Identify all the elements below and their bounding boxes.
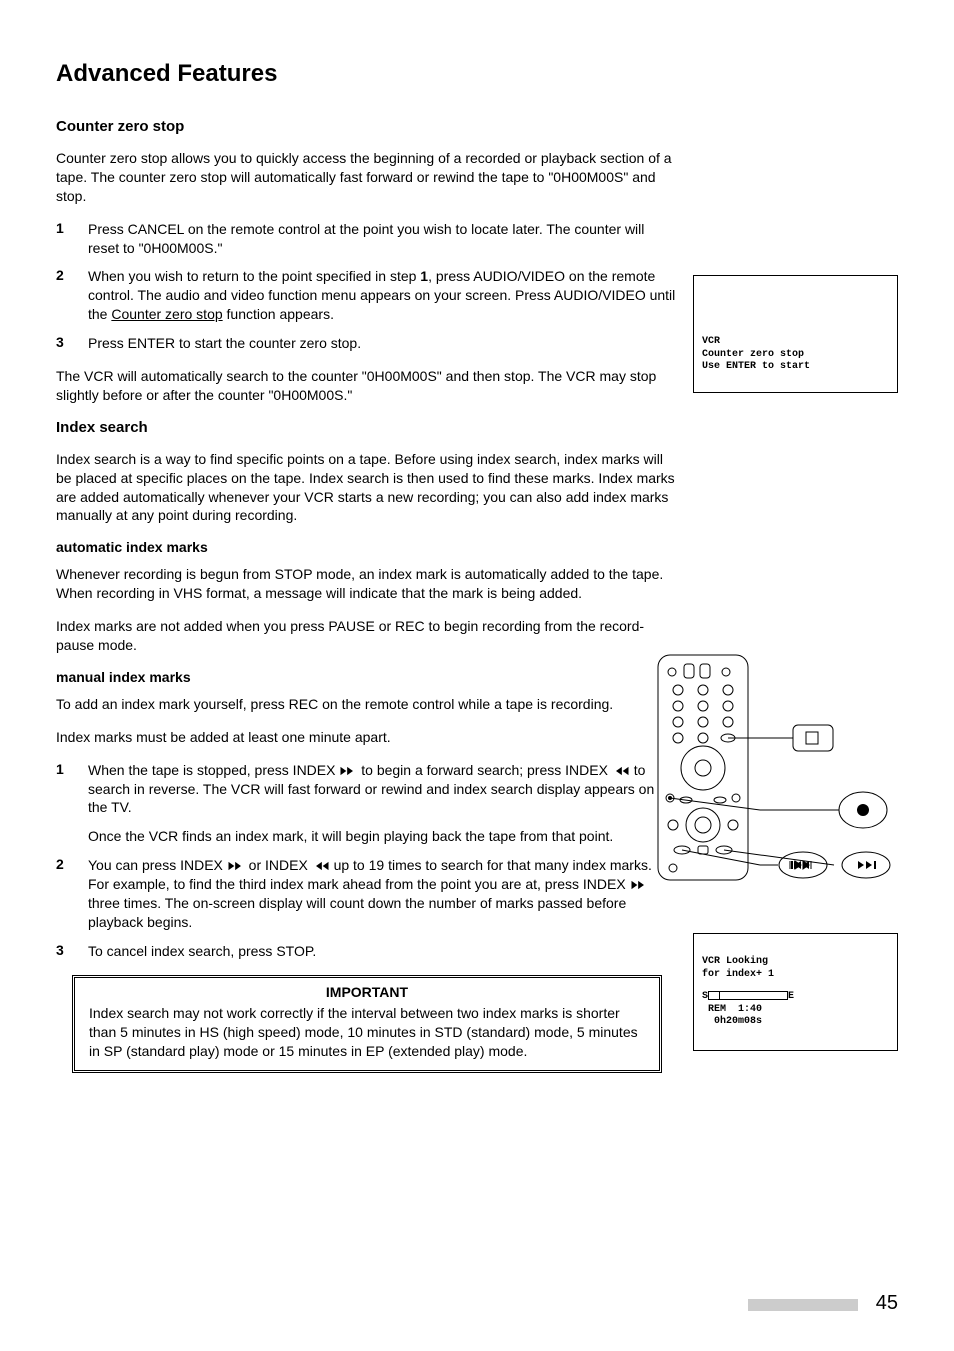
idx-heading: Index search xyxy=(56,419,676,436)
osd-screen-index: VCR Looking for index+ 1 SE REM 1:40 0h2… xyxy=(693,933,898,1051)
man-p2: Index marks must be added at least one m… xyxy=(56,728,676,747)
step-number: 1 xyxy=(56,761,70,847)
fast-forward-icon xyxy=(339,766,357,776)
text: When the tape is stopped, press INDEX xyxy=(88,762,339,778)
osd-screen-czs: VCR Counter zero stop Use ENTER to start xyxy=(693,275,898,393)
bold-ref: 1 xyxy=(420,268,428,284)
footer-bar xyxy=(748,1299,858,1311)
step-body: To cancel index search, press STOP. xyxy=(88,942,676,961)
list-item: 1 Press CANCEL on the remote control at … xyxy=(56,220,676,258)
fast-forward-icon xyxy=(630,880,648,890)
osd-line: VCR xyxy=(702,336,889,349)
czs-heading: Counter zero stop xyxy=(56,118,676,135)
man-heading: manual index marks xyxy=(56,669,676,685)
manual-page: Advanced Features Counter zero stop Coun… xyxy=(0,0,954,1351)
osd-line: 0h20m08s xyxy=(702,1016,889,1029)
rewind-icon xyxy=(312,861,330,871)
rewind-icon xyxy=(612,766,630,776)
idx-intro: Index search is a way to find specific p… xyxy=(56,450,676,526)
list-item: 2 You can press INDEX or INDEX up to 19 … xyxy=(56,856,676,932)
idx-steps: 1 When the tape is stopped, press INDEX … xyxy=(56,761,676,961)
text: Once the VCR finds an index mark, it wil… xyxy=(88,827,676,846)
list-item: 1 When the tape is stopped, press INDEX … xyxy=(56,761,676,847)
text: three times. The on-screen display will … xyxy=(88,895,626,930)
text: You can press INDEX xyxy=(88,857,227,873)
step-number: 3 xyxy=(56,334,70,353)
osd-line: VCR Looking xyxy=(702,956,889,969)
osd-line: Counter zero stop xyxy=(702,349,889,362)
osd-line: REM 1:40 xyxy=(702,1004,889,1017)
text: function appears. xyxy=(223,306,334,322)
step-body: You can press INDEX or INDEX up to 19 ti… xyxy=(88,856,676,932)
czs-outro: The VCR will automatically search to the… xyxy=(56,367,676,405)
step-number: 2 xyxy=(56,267,70,324)
step-number: 2 xyxy=(56,856,70,932)
step-body: Press CANCEL on the remote control at th… xyxy=(88,220,676,258)
osd-line: for index+ 1 xyxy=(702,969,889,982)
auto-heading: automatic index marks xyxy=(56,539,676,555)
step-body: When you wish to return to the point spe… xyxy=(88,267,676,324)
main-column: Counter zero stop Counter zero stop allo… xyxy=(56,118,676,1073)
remote-illustration xyxy=(648,650,898,910)
step-body: When the tape is stopped, press INDEX to… xyxy=(88,761,676,847)
osd-line: Use ENTER to start xyxy=(702,361,889,374)
text: to begin a forward search; press INDEX xyxy=(357,762,611,778)
step-number: 3 xyxy=(56,942,70,961)
text: E xyxy=(788,991,794,1002)
important-text: Index search may not work correctly if t… xyxy=(89,1004,645,1061)
tape-progress-bar xyxy=(708,991,788,1000)
text: or INDEX xyxy=(245,857,312,873)
important-title: IMPORTANT xyxy=(89,984,645,1000)
text: When you wish to return to the point spe… xyxy=(88,268,420,284)
important-box: IMPORTANT Index search may not work corr… xyxy=(72,975,662,1074)
step-body: Press ENTER to start the counter zero st… xyxy=(88,334,676,353)
underline-text: Counter zero stop xyxy=(111,306,222,322)
auto-p1: Whenever recording is begun from STOP mo… xyxy=(56,565,676,603)
fast-forward-icon xyxy=(227,861,245,871)
auto-p2: Index marks are not added when you press… xyxy=(56,617,676,655)
page-number: 45 xyxy=(876,1292,898,1315)
list-item: 3 Press ENTER to start the counter zero … xyxy=(56,334,676,353)
list-item: 3 To cancel index search, press STOP. xyxy=(56,942,676,961)
osd-tape-line: SE xyxy=(702,991,889,1004)
man-p1: To add an index mark yourself, press REC… xyxy=(56,695,676,714)
list-item: 2 When you wish to return to the point s… xyxy=(56,267,676,324)
czs-intro: Counter zero stop allows you to quickly … xyxy=(56,149,676,206)
step-number: 1 xyxy=(56,220,70,258)
page-title: Advanced Features xyxy=(56,60,898,88)
czs-steps: 1 Press CANCEL on the remote control at … xyxy=(56,220,676,353)
